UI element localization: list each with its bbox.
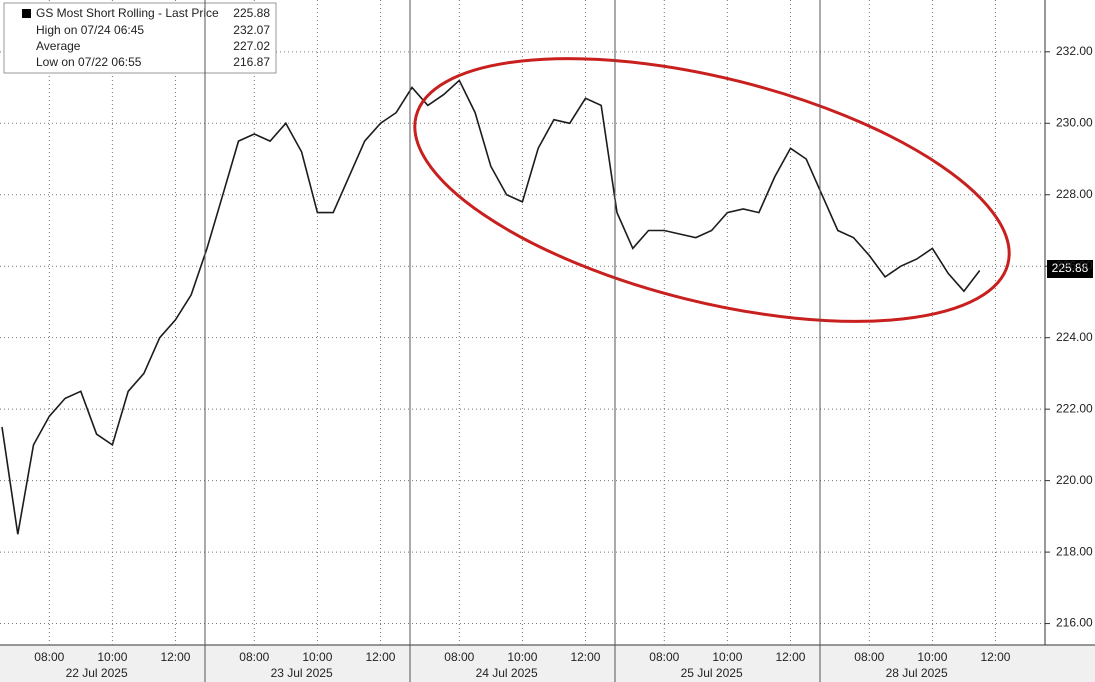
- y-tick-label: 220.00: [1056, 473, 1093, 487]
- y-tick-label: 230.00: [1056, 115, 1093, 129]
- y-tick-label: 232.00: [1056, 44, 1093, 58]
- y-tick-label: 226.00: [1056, 258, 1093, 272]
- x-tick-label: 12:00: [365, 650, 395, 664]
- x-tick-label: 08:00: [854, 650, 884, 664]
- legend: GS Most Short Rolling - Last Price 225.8…: [3, 2, 277, 74]
- plot: [0, 0, 1050, 645]
- x-tick-label: 10:00: [302, 650, 332, 664]
- x-tick-label: 10:00: [97, 650, 127, 664]
- last-price-label: 225.88: [1052, 261, 1089, 275]
- x-tick-label: 10:00: [917, 650, 947, 664]
- legend-label: Low on 07/22 06:55: [36, 55, 142, 69]
- legend-label: GS Most Short Rolling - Last Price: [36, 6, 219, 20]
- y-tick-label: 218.00: [1056, 544, 1093, 558]
- day-label: 28 Jul 2025: [886, 666, 948, 680]
- x-tick-label: 12:00: [160, 650, 190, 664]
- y-tick-label: 228.00: [1056, 187, 1093, 201]
- legend-value: 232.07: [233, 23, 270, 37]
- legend-label: High on 07/24 06:45: [36, 23, 144, 37]
- x-tick-label: 12:00: [775, 650, 805, 664]
- x-tick-label: 12:00: [570, 650, 600, 664]
- x-tick-label: 10:00: [712, 650, 742, 664]
- x-tick-label: 08:00: [649, 650, 679, 664]
- x-tick-label: 08:00: [444, 650, 474, 664]
- price-line: [1, 79, 981, 535]
- legend-label: Average: [36, 39, 81, 53]
- x-tick-label: 12:00: [980, 650, 1010, 664]
- legend-value: 227.02: [233, 39, 270, 53]
- day-label: 25 Jul 2025: [681, 666, 743, 680]
- legend-swatch: [22, 9, 31, 18]
- x-tick-label: 10:00: [507, 650, 537, 664]
- y-tick-label: 222.00: [1056, 401, 1093, 415]
- legend-value: 216.87: [233, 55, 270, 69]
- x-tick-label: 08:00: [239, 650, 269, 664]
- day-label: 24 Jul 2025: [476, 666, 538, 680]
- last-price-badge: [1047, 260, 1093, 278]
- day-label: 23 Jul 2025: [271, 666, 333, 680]
- x-tick-label: 08:00: [34, 650, 64, 664]
- y-tick-label: 224.00: [1056, 330, 1093, 344]
- day-label: 22 Jul 2025: [66, 666, 128, 680]
- y-tick-label: 216.00: [1056, 616, 1093, 630]
- legend-box: [3, 2, 277, 74]
- annotation-ellipse: [413, 57, 1011, 323]
- legend-value: 225.88: [233, 6, 270, 20]
- x-axis-band: [0, 645, 1095, 682]
